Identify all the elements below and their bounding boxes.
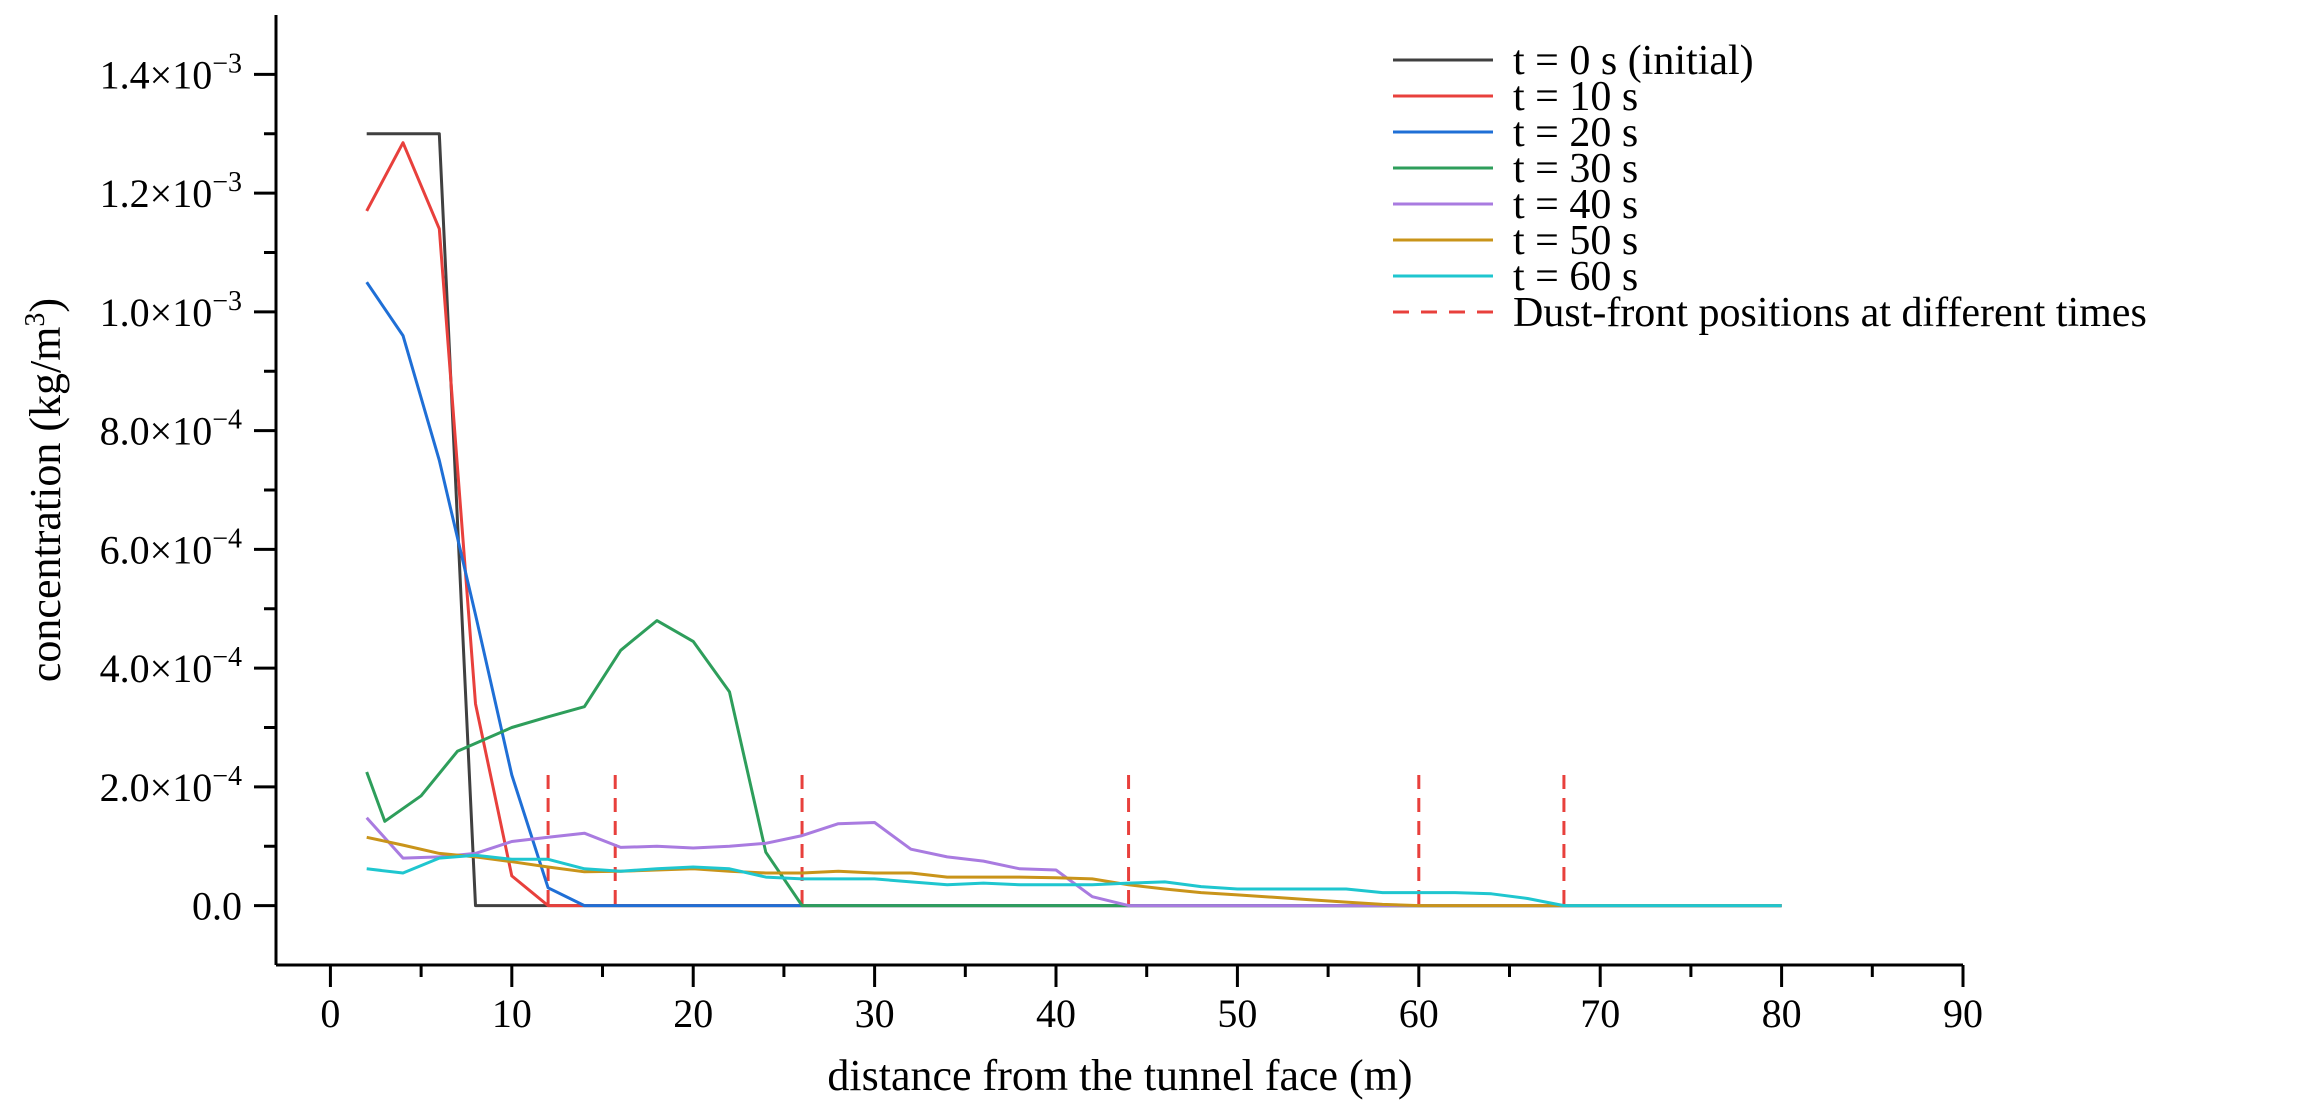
y-axis-title: concentration (kg/m3) bbox=[20, 298, 70, 682]
x-tick-label: 20 bbox=[673, 991, 713, 1036]
legend-label: t = 30 s bbox=[1513, 146, 1638, 192]
y-tick-label-exponent: −4 bbox=[212, 523, 242, 554]
y-tick-label: 1.2×10−3 bbox=[100, 167, 242, 216]
legend-label: t = 20 s bbox=[1513, 110, 1638, 156]
x-tick-label: 30 bbox=[855, 991, 895, 1036]
y-tick-label-mantissa: 6.0×10 bbox=[100, 527, 213, 572]
series-line bbox=[365, 816, 1782, 908]
legend-label: t = 40 s bbox=[1513, 182, 1638, 228]
legend-label: t = 60 s bbox=[1513, 254, 1638, 300]
x-tick-label: 90 bbox=[1943, 991, 1983, 1036]
y-tick-label: 4.0×10−4 bbox=[100, 642, 242, 691]
y-tick-label: 0.0 bbox=[192, 884, 242, 929]
x-tick-label: 80 bbox=[1762, 991, 1802, 1036]
legend-label: t = 10 s bbox=[1513, 74, 1638, 120]
y-tick-label-mantissa: 4.0×10 bbox=[100, 646, 213, 691]
y-ticks: 0.02.0×10−44.0×10−46.0×10−48.0×10−41.0×1… bbox=[100, 48, 276, 929]
x-tick-label: 10 bbox=[492, 991, 532, 1036]
y-tick-label-mantissa: 8.0×10 bbox=[100, 409, 213, 454]
series-line bbox=[366, 853, 1782, 908]
y-tick-label-mantissa: 1.2×10 bbox=[100, 171, 213, 216]
x-tick-label: 70 bbox=[1580, 991, 1620, 1036]
x-tick-label: 0 bbox=[320, 991, 340, 1036]
y-tick-label: 6.0×10−4 bbox=[100, 523, 242, 572]
legend-label: Dust-front positions at different times bbox=[1513, 290, 2147, 336]
plot-area: 0 10 20 30 40 50 60 70 80 90 0.02.0×10−44.0×10−46… bbox=[100, 15, 1983, 1036]
y-tick-label: 8.0×10−4 bbox=[100, 405, 242, 454]
y-tick-label: 1.4×10−3 bbox=[100, 48, 242, 97]
y-tick-label-exponent: −3 bbox=[212, 167, 242, 198]
y-axis-title-main: concentration (kg/m bbox=[21, 327, 70, 683]
y-tick-label-exponent: −3 bbox=[212, 286, 242, 317]
series-lines bbox=[365, 132, 1782, 908]
legend-label: t = 50 s bbox=[1513, 218, 1638, 264]
y-tick-label: 2.0×10−4 bbox=[100, 761, 242, 810]
x-axis-title: distance from the tunnel face (m) bbox=[827, 1051, 1412, 1100]
series-line bbox=[366, 835, 1782, 908]
y-tick-label-exponent: −3 bbox=[212, 48, 242, 79]
y-tick-label-mantissa: 1.0×10 bbox=[100, 290, 213, 335]
y-axis-title-close: ) bbox=[21, 298, 70, 313]
series-line bbox=[365, 281, 1782, 908]
x-ticks: 0 10 20 30 40 50 60 70 80 90 bbox=[320, 965, 1983, 1036]
y-axis-title-superscript: 3 bbox=[20, 313, 51, 327]
legend-label: t = 0 s (initial) bbox=[1513, 38, 1754, 84]
legend: t = 0 s (initial)t = 10 st = 20 st = 30 … bbox=[1393, 38, 2147, 336]
y-tick-label-exponent: −4 bbox=[212, 642, 242, 673]
y-tick-label-exponent: −4 bbox=[212, 405, 242, 436]
y-tick-label: 1.0×10−3 bbox=[100, 286, 242, 335]
x-tick-label: 50 bbox=[1217, 991, 1257, 1036]
series-line bbox=[365, 619, 1782, 908]
y-tick-label-mantissa: 0.0 bbox=[192, 884, 242, 929]
y-tick-label-exponent: −4 bbox=[212, 761, 242, 792]
x-tick-label: 60 bbox=[1399, 991, 1439, 1036]
x-tick-label: 40 bbox=[1036, 991, 1076, 1036]
y-tick-label-mantissa: 1.4×10 bbox=[100, 52, 213, 97]
y-tick-label-mantissa: 2.0×10 bbox=[100, 765, 213, 810]
